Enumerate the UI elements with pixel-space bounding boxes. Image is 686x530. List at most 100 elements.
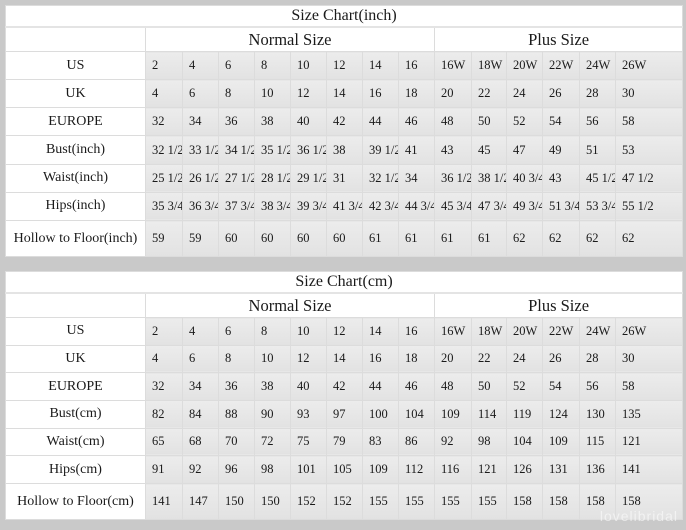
table-cell: 98 (471, 427, 507, 457)
table-cell: 68 (182, 427, 219, 457)
table-cell: 25 1/2 (145, 163, 183, 193)
table-cell: 6 (182, 79, 219, 109)
table-cell: 60 (218, 220, 255, 257)
table-cell: 141 (145, 483, 183, 520)
table-cell: 40 (290, 107, 327, 137)
table-cell: 98 (254, 455, 291, 484)
table-cell: 126 (506, 455, 543, 484)
table-cell: 112 (398, 455, 435, 484)
table-cell: 34 (398, 163, 435, 193)
table-cell: 86 (398, 427, 435, 457)
table-cell: 84 (182, 399, 219, 429)
table-row: EUROPE 32 34 36 38 40 42 44 46 48 50 52 54 56 58 (5, 107, 684, 137)
normal-size-header: Normal Size (145, 26, 435, 52)
table-cell: 34 (182, 372, 219, 401)
table-cell: 130 (579, 399, 616, 429)
table-cell: 38 (326, 135, 363, 165)
table-cell: 58 (614, 372, 684, 401)
table-cell: 101 (290, 455, 327, 484)
table-cell: 35 1/2 (254, 135, 291, 165)
empty-corner-cell (5, 26, 146, 52)
table-cell: 22W (542, 317, 580, 346)
table-cell: 30 (614, 344, 684, 374)
table-cell: 158 (579, 483, 616, 520)
table-cell: 135 (614, 399, 684, 429)
watermark: lovelibridal (599, 508, 678, 524)
table-cell: 22 (471, 79, 507, 109)
table-cell: 52 (506, 372, 543, 401)
table-cell: 136 (579, 455, 616, 484)
table-cell: 65 (145, 427, 183, 457)
table-cell: 20 (434, 344, 472, 374)
table-cell: 104 (398, 399, 435, 429)
table-row: UK 4 6 8 10 12 14 16 18 20 22 24 26 28 30 (5, 344, 684, 374)
table-cell: 155 (434, 483, 472, 520)
row-label: UK (5, 79, 146, 109)
size-table: Size Chart(cm) Normal Size Plus Size US 2 4 6 8… (4, 271, 684, 520)
table-cell: 14 (326, 79, 363, 109)
size-table: Size Chart(inch) Normal Size Plus Size US 2 4… (4, 5, 684, 257)
table-cell: 32 (145, 107, 183, 137)
table-cell: 52 (506, 107, 543, 137)
table-cell: 4 (145, 344, 183, 374)
table-cell: 158 (506, 483, 543, 520)
table-row: Bust(inch) 32 1/2 33 1/2 34 1/2 35 1/2 36 1/2… (5, 135, 684, 165)
row-label: Hollow to Floor(cm) (5, 483, 146, 520)
table-cell: 44 (362, 372, 399, 401)
table-cell: 109 (362, 455, 399, 484)
table-cell: 38 (254, 107, 291, 137)
group-header-row: Normal Size Plus Size (5, 26, 684, 52)
table-cell: 30 (614, 79, 684, 109)
table-cell: 56 (579, 372, 616, 401)
row-label: US (5, 50, 146, 81)
normal-size-header: Normal Size (145, 292, 435, 318)
table-cell: 12 (326, 317, 363, 346)
row-label: UK (5, 344, 146, 374)
table-cell: 47 (506, 135, 543, 165)
table-cell: 48 (434, 372, 472, 401)
table-cell: 41 3/4 (326, 191, 363, 222)
table-cell: 62 (506, 220, 543, 257)
table-cell: 20 (434, 79, 472, 109)
table-cell: 32 (145, 372, 183, 401)
table-cell: 61 (398, 220, 435, 257)
table-cell: 51 (579, 135, 616, 165)
table-cell: 54 (542, 372, 580, 401)
table-cell: 109 (542, 427, 580, 457)
table-cell: 26W (614, 50, 684, 81)
table-cell: 45 3/4 (434, 191, 472, 222)
table-cell: 48 (434, 107, 472, 137)
table-cell: 72 (254, 427, 291, 457)
table-cell: 39 3/4 (290, 191, 327, 222)
table-row: Hips(cm) 91 92 96 98 101 105 109 112 116 121 126 131… (5, 455, 684, 484)
table-cell: 10 (290, 50, 327, 81)
table-cell: 20W (506, 50, 543, 81)
table-cell: 155 (398, 483, 435, 520)
table-cell: 33 1/2 (182, 135, 219, 165)
table-cell: 92 (182, 455, 219, 484)
table-cell: 92 (434, 427, 472, 457)
table-cell: 62 (542, 220, 580, 257)
table-cell: 34 1/2 (218, 135, 255, 165)
table-cell: 70 (218, 427, 255, 457)
chart-title: Size Chart(cm) (4, 271, 684, 294)
table-cell: 22 (471, 344, 507, 374)
table-cell: 40 3/4 (506, 163, 543, 193)
table-cell: 18 (398, 79, 435, 109)
empty-corner-cell (5, 292, 146, 318)
table-cell: 37 3/4 (218, 191, 255, 222)
table-cell: 152 (326, 483, 363, 520)
table-cell: 158 (614, 483, 684, 520)
table-cell: 59 (145, 220, 183, 257)
table-cell: 50 (471, 107, 507, 137)
table-cell: 49 3/4 (506, 191, 543, 222)
table-cell: 45 1/2 (579, 163, 616, 193)
table-cell: 43 (434, 135, 472, 165)
table-cell: 36 1/2 (290, 135, 327, 165)
table-cell: 16 (362, 344, 399, 374)
table-cell: 36 1/2 (434, 163, 472, 193)
row-label: Bust(cm) (5, 399, 146, 429)
chart-title: Size Chart(inch) (4, 5, 684, 28)
table-cell: 32 1/2 (145, 135, 183, 165)
table-row: Hollow to Floor(inch) 59 59 60 60 60 60 61 61 61 6… (5, 220, 684, 257)
